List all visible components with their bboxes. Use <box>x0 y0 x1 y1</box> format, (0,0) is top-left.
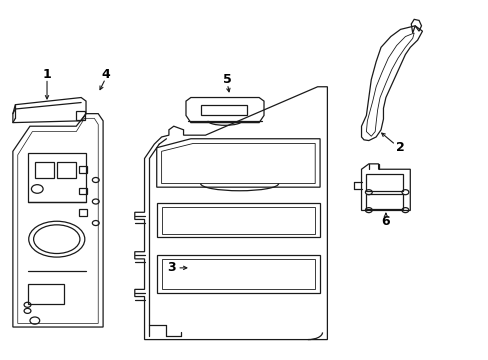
Bar <box>366 174 402 191</box>
Bar <box>366 194 402 209</box>
Bar <box>79 166 87 173</box>
Bar <box>27 284 64 304</box>
Text: 2: 2 <box>395 141 404 154</box>
Text: 6: 6 <box>381 215 389 228</box>
Text: 4: 4 <box>101 68 110 81</box>
Text: 1: 1 <box>42 68 51 81</box>
Bar <box>79 188 87 194</box>
Bar <box>76 111 85 120</box>
Bar <box>79 210 87 216</box>
Bar <box>35 162 54 178</box>
Bar <box>57 162 76 178</box>
Text: 3: 3 <box>167 261 175 274</box>
Text: 5: 5 <box>223 73 231 86</box>
Bar <box>200 105 246 116</box>
